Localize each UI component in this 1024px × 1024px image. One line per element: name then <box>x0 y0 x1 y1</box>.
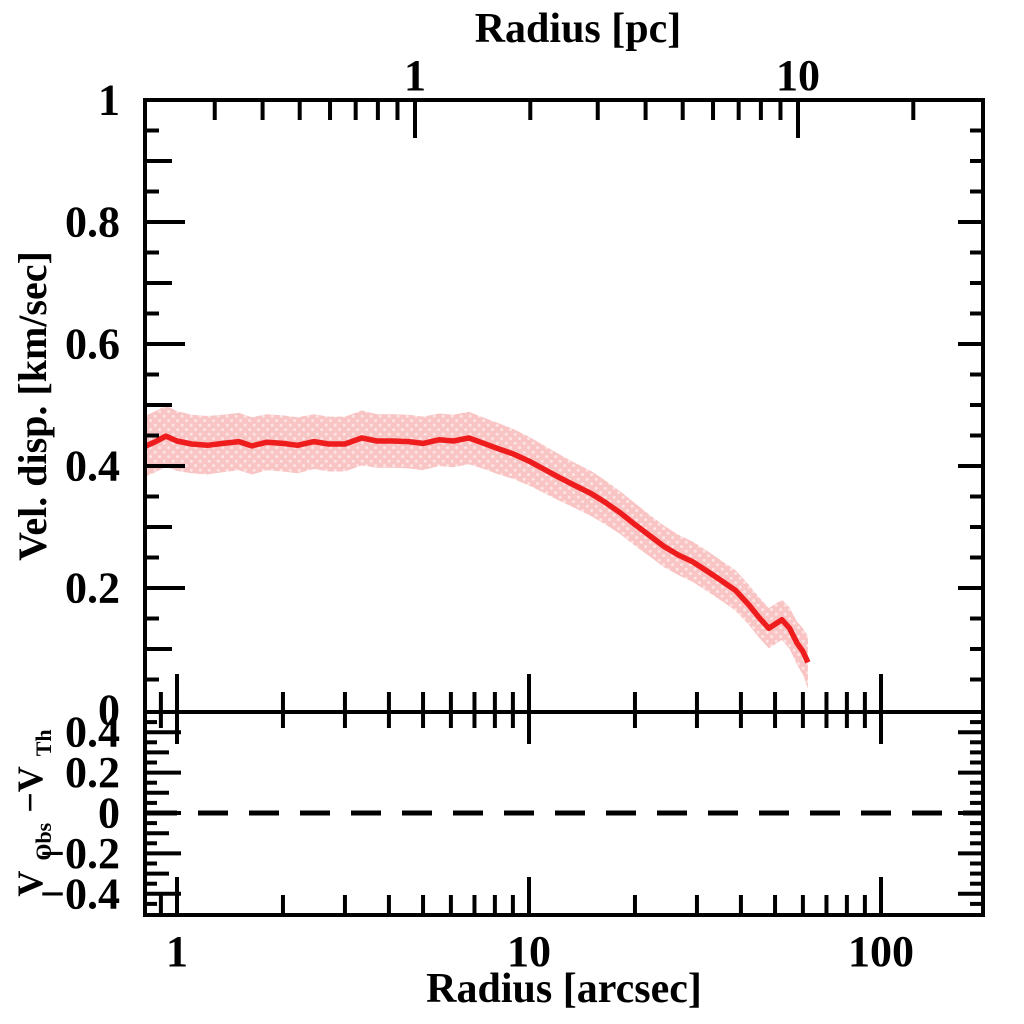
bottom-panel-y-axis-title: V Obs −V Th <box>6 729 60 896</box>
v-obs-subscript: Obs <box>31 822 56 860</box>
tick-label: 0.6 <box>65 320 120 369</box>
tick-label: 0.4 <box>65 708 120 757</box>
top-panel-y-axis-title: Vel. disp. [km/sec] <box>10 251 55 561</box>
tick-label: 100 <box>848 927 914 976</box>
minus-v-th-main: −V <box>10 766 50 813</box>
tick-label: 1 <box>404 51 426 100</box>
velocity-dispersion-path <box>147 433 811 664</box>
velocity-dispersion-line <box>147 433 811 664</box>
v-th-subscript: Th <box>31 729 56 756</box>
tick-label: −0.2 <box>40 829 120 878</box>
tick-label: 0 <box>98 686 120 735</box>
uncertainty-band <box>147 405 808 689</box>
tick-label: 0.8 <box>65 198 120 247</box>
tick-label: 10 <box>776 51 820 100</box>
v-obs-main: V <box>10 871 50 897</box>
uncertainty-band-polygon <box>147 405 808 689</box>
tick-label: 0.2 <box>65 564 120 613</box>
tick-label: 1 <box>98 76 120 125</box>
tick-label: 0.4 <box>65 442 120 491</box>
tick-label: −0.4 <box>40 869 120 918</box>
tick-label: 10 <box>507 927 551 976</box>
axes-frame <box>143 98 985 917</box>
tick-label: 1 <box>166 927 188 976</box>
tick-label: 0 <box>98 789 120 838</box>
outer-frame <box>143 98 985 917</box>
bottom-axis-title: Radius [arcsec] <box>426 966 702 1012</box>
top-axis-title: Radius [pc] <box>475 6 682 52</box>
axis-ticks <box>145 100 983 915</box>
tick-label: 0.2 <box>65 748 120 797</box>
